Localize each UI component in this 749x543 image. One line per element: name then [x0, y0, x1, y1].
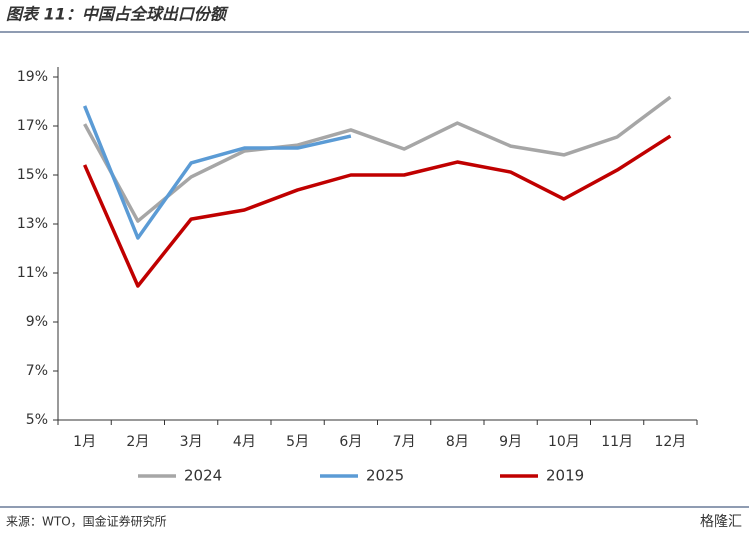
y-tick-label: 5% — [26, 412, 48, 428]
x-tick-label: 2月 — [126, 434, 149, 450]
y-tick-label: 11% — [17, 265, 48, 281]
y-tick-label: 15% — [17, 167, 48, 183]
x-tick-label: 5月 — [286, 434, 309, 450]
series-line — [83, 95, 672, 223]
x-tick-label: 1月 — [73, 434, 96, 450]
legend-label: 2025 — [366, 467, 404, 485]
x-tick-label: 3月 — [180, 434, 203, 450]
x-tick-label: 7月 — [393, 434, 416, 450]
x-tick-label: 11月 — [601, 434, 633, 450]
chart-title: 图表 11：中国占全球出口份额 — [6, 5, 229, 24]
series-line — [83, 105, 352, 240]
y-tick-label: 7% — [26, 363, 48, 379]
x-tick-label: 6月 — [339, 434, 362, 450]
y-tick-label: 13% — [17, 216, 48, 232]
watermark: 格隆汇 — [700, 514, 742, 530]
y-tick-label: 17% — [17, 118, 48, 134]
series-line — [83, 134, 672, 288]
legend-label: 2024 — [184, 467, 222, 485]
y-tick-label: 9% — [26, 314, 48, 330]
source: 来源：WTO，国金证券研究所 — [6, 514, 167, 529]
legend-label: 2019 — [546, 467, 584, 485]
y-tick-label: 19% — [17, 69, 48, 85]
x-tick-label: 10月 — [548, 434, 580, 450]
x-tick-label: 4月 — [233, 434, 256, 450]
x-tick-label: 9月 — [499, 434, 522, 450]
x-tick-label: 12月 — [654, 434, 686, 450]
x-tick-label: 8月 — [446, 434, 469, 450]
